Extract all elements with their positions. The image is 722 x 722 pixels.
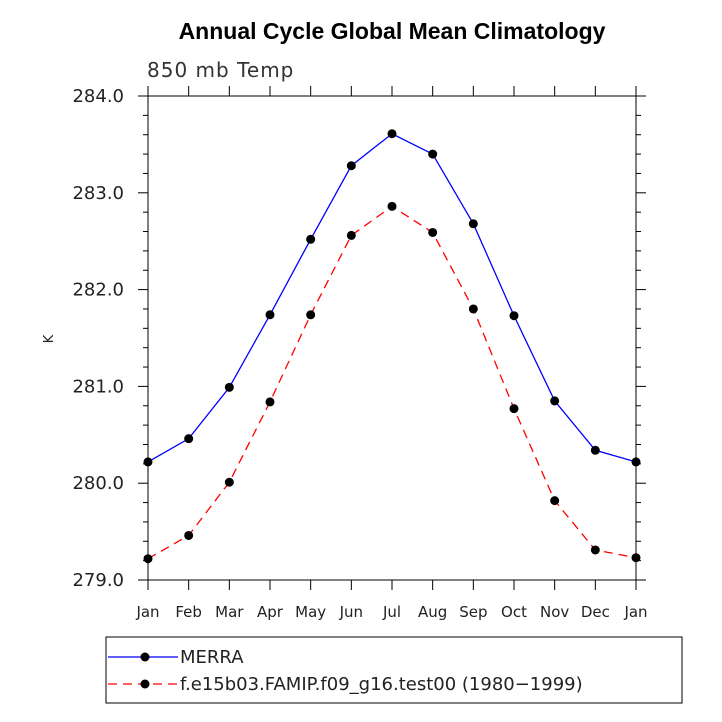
x-tick-label: Jan bbox=[623, 603, 647, 621]
series-1-point bbox=[143, 554, 153, 564]
series-1-point bbox=[550, 496, 560, 506]
y-tick-label: 283.0 bbox=[72, 183, 124, 204]
legend-marker-1 bbox=[140, 679, 150, 689]
x-tick-label: Jan bbox=[135, 603, 159, 621]
x-tick-label: Feb bbox=[175, 603, 202, 621]
y-tick-label: 279.0 bbox=[72, 570, 124, 591]
series-0-point bbox=[550, 396, 560, 406]
chart-subtitle: 850 mb Temp bbox=[147, 58, 294, 82]
x-tick-label: May bbox=[295, 603, 326, 621]
x-tick-label: Oct bbox=[501, 603, 527, 621]
series-0-point bbox=[224, 382, 234, 392]
series-1-point bbox=[509, 404, 519, 414]
chart-title: Annual Cycle Global Mean Climatology bbox=[179, 18, 606, 44]
series-1-point bbox=[184, 530, 194, 540]
x-tick-label: Jun bbox=[339, 603, 363, 621]
x-tick-label: Jul bbox=[382, 603, 401, 621]
y-tick-label: 280.0 bbox=[72, 473, 124, 494]
series-1-point bbox=[631, 553, 641, 563]
y-tick-label: 281.0 bbox=[72, 376, 124, 397]
series-1-point bbox=[590, 545, 600, 555]
x-tick-label: Dec bbox=[581, 603, 610, 621]
series-1-point bbox=[428, 227, 438, 237]
series-1-point bbox=[306, 310, 316, 320]
series-0-point bbox=[184, 434, 194, 444]
legend-label-0: MERRA bbox=[180, 647, 244, 668]
legend-marker-0 bbox=[140, 652, 150, 662]
series-line-1 bbox=[147, 205, 637, 560]
y-tick-label: 284.0 bbox=[72, 86, 124, 107]
x-tick-labels: Jan Feb Mar Apr May Jun Jul Aug Sep Oct Nov Dec Jan bbox=[135, 603, 647, 621]
series-group bbox=[143, 129, 641, 564]
series-line-0 bbox=[147, 132, 637, 463]
x-tick-label: Apr bbox=[257, 603, 284, 621]
series-0-point bbox=[346, 161, 356, 171]
x-tick-label: Nov bbox=[540, 603, 569, 621]
axis-ticks bbox=[138, 86, 646, 590]
series-1-point bbox=[387, 201, 397, 211]
series-0-point bbox=[306, 234, 316, 244]
series-0-point bbox=[631, 457, 641, 467]
series-0-point bbox=[143, 457, 153, 467]
series-0-point bbox=[590, 445, 600, 455]
y-axis-label: K bbox=[42, 334, 57, 343]
legend-box bbox=[105, 636, 683, 704]
series-0-point bbox=[428, 149, 438, 159]
series-1-point bbox=[346, 230, 356, 240]
series-0-point bbox=[387, 129, 397, 139]
series-0-point bbox=[468, 219, 478, 229]
series-1-point bbox=[265, 397, 275, 407]
series-0-point bbox=[509, 311, 519, 321]
plot-frame bbox=[147, 95, 637, 581]
x-tick-label: Sep bbox=[459, 603, 487, 621]
series-1-point bbox=[224, 477, 234, 487]
y-tick-label: 282.0 bbox=[72, 280, 124, 301]
legend: MERRA f.e15b03.FAMIP.f09_g16.test00 (1980… bbox=[108, 647, 583, 695]
series-0-point bbox=[265, 310, 275, 320]
y-tick-labels: 279.0 280.0 281.0 282.0 283.0 284.0 bbox=[72, 86, 124, 591]
series-1-point bbox=[468, 304, 478, 314]
x-tick-label: Mar bbox=[215, 603, 244, 621]
legend-label-1: f.e15b03.FAMIP.f09_g16.test00 (1980−1999… bbox=[180, 674, 583, 695]
x-tick-label: Aug bbox=[418, 603, 447, 621]
